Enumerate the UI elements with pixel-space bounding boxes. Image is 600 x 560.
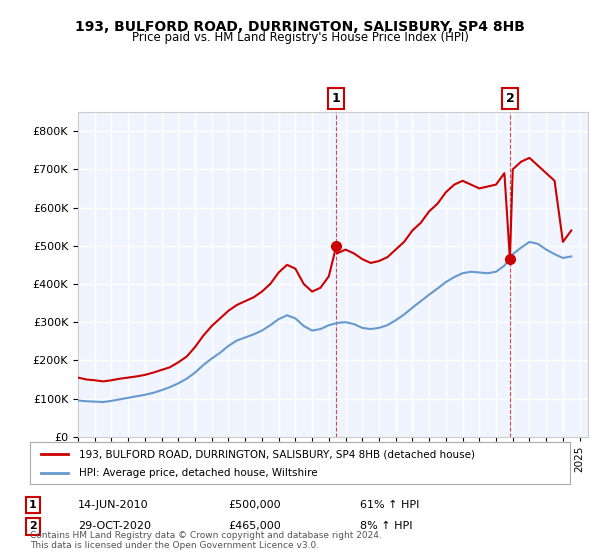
- Text: 29-OCT-2020: 29-OCT-2020: [78, 521, 151, 531]
- Text: 14-JUN-2010: 14-JUN-2010: [78, 500, 149, 510]
- Text: 193, BULFORD ROAD, DURRINGTON, SALISBURY, SP4 8HB: 193, BULFORD ROAD, DURRINGTON, SALISBURY…: [75, 20, 525, 34]
- Text: 8% ↑ HPI: 8% ↑ HPI: [360, 521, 413, 531]
- Text: 61% ↑ HPI: 61% ↑ HPI: [360, 500, 419, 510]
- Text: 193, BULFORD ROAD, DURRINGTON, SALISBURY, SP4 8HB (detached house): 193, BULFORD ROAD, DURRINGTON, SALISBURY…: [79, 449, 475, 459]
- Text: 2: 2: [29, 521, 37, 531]
- Text: £465,000: £465,000: [228, 521, 281, 531]
- Text: 1: 1: [29, 500, 37, 510]
- Text: Price paid vs. HM Land Registry's House Price Index (HPI): Price paid vs. HM Land Registry's House …: [131, 31, 469, 44]
- Text: 1: 1: [332, 92, 341, 105]
- Text: £500,000: £500,000: [228, 500, 281, 510]
- Text: 2: 2: [506, 92, 514, 105]
- Text: Contains HM Land Registry data © Crown copyright and database right 2024.
This d: Contains HM Land Registry data © Crown c…: [30, 530, 382, 550]
- Text: HPI: Average price, detached house, Wiltshire: HPI: Average price, detached house, Wilt…: [79, 468, 317, 478]
